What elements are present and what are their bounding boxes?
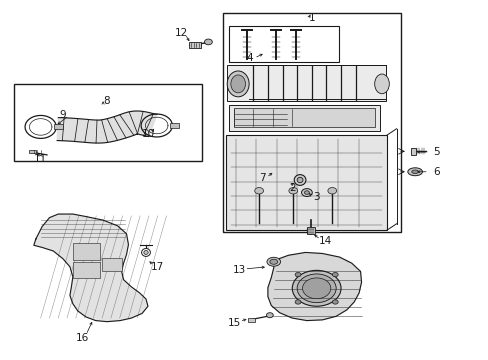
Bar (54, 125, 62, 130)
Bar (14, 84, 202, 161)
Text: 9: 9 (60, 110, 66, 120)
Text: 5: 5 (432, 147, 439, 157)
Bar (410, 148, 415, 155)
Ellipse shape (297, 274, 335, 303)
Ellipse shape (297, 177, 303, 183)
Ellipse shape (295, 300, 300, 304)
Bar (228, 105, 379, 131)
Ellipse shape (227, 71, 248, 97)
Polygon shape (267, 252, 361, 320)
Bar (227, 65, 385, 101)
Text: 12: 12 (174, 28, 187, 38)
Text: 2: 2 (288, 183, 295, 193)
Text: 14: 14 (318, 236, 331, 246)
Text: 8: 8 (103, 96, 110, 106)
Ellipse shape (304, 191, 309, 194)
Ellipse shape (292, 270, 340, 306)
Text: 13: 13 (232, 265, 246, 275)
Bar (248, 318, 255, 322)
Ellipse shape (230, 75, 245, 93)
Bar (73, 243, 100, 260)
Bar (222, 13, 400, 232)
Polygon shape (57, 111, 157, 143)
Text: 15: 15 (228, 319, 241, 328)
Text: 17: 17 (151, 262, 164, 272)
Text: 1: 1 (308, 13, 314, 23)
Ellipse shape (411, 170, 418, 174)
Ellipse shape (266, 313, 273, 318)
Ellipse shape (301, 189, 312, 197)
Text: 16: 16 (76, 333, 89, 343)
Ellipse shape (142, 248, 150, 256)
Ellipse shape (407, 168, 422, 176)
Ellipse shape (332, 273, 338, 277)
Ellipse shape (302, 278, 330, 299)
Ellipse shape (143, 251, 148, 255)
Ellipse shape (254, 188, 263, 194)
Bar (102, 258, 122, 271)
Text: 6: 6 (432, 167, 439, 177)
Text: 3: 3 (312, 192, 319, 202)
Bar (29, 150, 36, 153)
Ellipse shape (327, 188, 336, 194)
Bar (228, 26, 338, 62)
Bar (233, 108, 374, 127)
Bar (73, 262, 100, 278)
Ellipse shape (294, 175, 305, 185)
Ellipse shape (269, 259, 277, 264)
Bar (188, 42, 201, 48)
Ellipse shape (374, 74, 388, 94)
Text: 4: 4 (246, 53, 253, 63)
Ellipse shape (288, 188, 297, 194)
Polygon shape (34, 214, 148, 321)
Ellipse shape (204, 39, 212, 45)
Bar (306, 227, 314, 234)
Bar (225, 135, 386, 230)
Ellipse shape (295, 273, 300, 277)
Text: 10: 10 (141, 129, 154, 139)
Ellipse shape (266, 257, 280, 266)
Ellipse shape (332, 300, 338, 304)
Text: 7: 7 (258, 173, 265, 183)
Bar (169, 123, 178, 128)
Text: 11: 11 (34, 154, 47, 164)
